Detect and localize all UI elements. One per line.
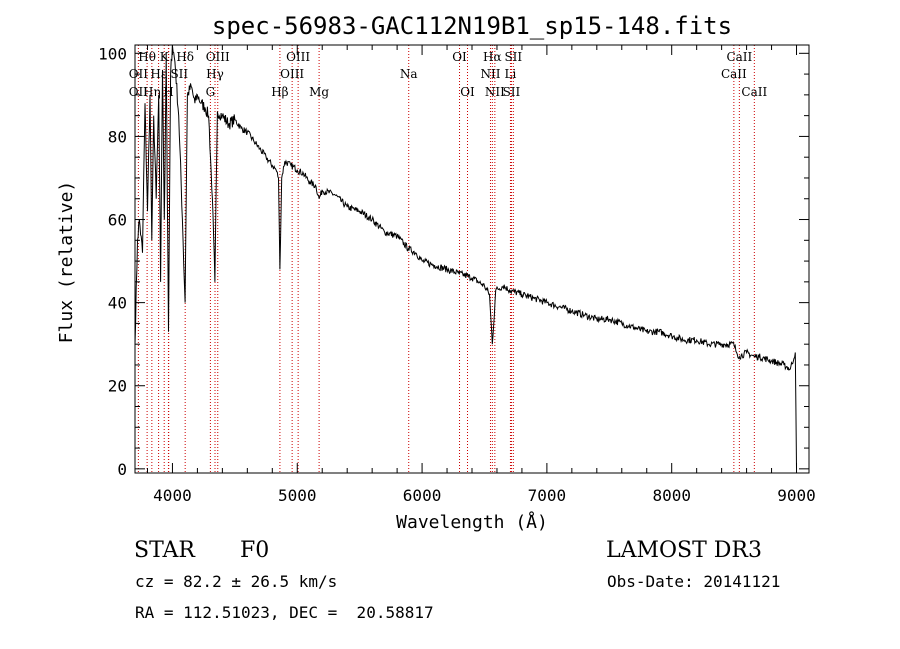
spectrum-chart: spec-56983-GAC112N19B1_sp15-148.fits Hθ O…	[56, 12, 816, 533]
line-markers	[137, 45, 755, 473]
line-label: OI	[452, 50, 467, 64]
line-label: Li	[505, 67, 517, 81]
line-label: CaII	[726, 50, 752, 64]
line-label: SII	[504, 50, 522, 64]
line-label: SII	[170, 67, 188, 81]
line-label: OII	[129, 85, 149, 99]
y-tick-label: 100	[98, 44, 127, 63]
line-label: Hη	[143, 85, 161, 99]
line-label: Hγ	[206, 67, 224, 81]
line-label: Hβ	[271, 85, 288, 99]
y-tick-label: 20	[108, 377, 127, 396]
spectrum-line	[134, 44, 797, 469]
y-tick-label: 60	[108, 211, 127, 230]
line-label: Hα	[483, 50, 502, 64]
plot-frame	[134, 44, 810, 474]
x-tick-label: 8000	[652, 486, 691, 505]
x-tick-label: 6000	[403, 486, 442, 505]
y-tick-label: 0	[117, 460, 127, 479]
x-tick-label: 4000	[153, 486, 192, 505]
x-tick-label: 7000	[528, 486, 567, 505]
subclass: F0	[240, 538, 270, 563]
line-label: Hδ	[176, 50, 194, 64]
survey-name: LAMOST DR3	[606, 538, 762, 563]
x-axis-ticks: 4000 5000 6000 7000 8000 9000	[146, 45, 816, 505]
line-label: OIII	[280, 67, 304, 81]
y-tick-label: 40	[108, 294, 127, 313]
line-label: NII	[485, 85, 505, 99]
line-label: OIII	[286, 50, 310, 64]
line-label: Mg	[309, 85, 329, 99]
coordinates: RA = 112.51023, DEC = 20.58817	[135, 603, 434, 622]
line-label: CaII	[741, 85, 767, 99]
x-tick-label: 9000	[777, 486, 816, 505]
x-tick-label: 5000	[278, 486, 317, 505]
chart-title: spec-56983-GAC112N19B1_sp15-148.fits	[212, 12, 732, 40]
redshift: cz = 82.2 ± 26.5 km/s	[135, 572, 338, 591]
line-label: G	[206, 85, 216, 99]
line-label: Hθ	[138, 50, 156, 64]
line-label: OI	[460, 85, 475, 99]
y-axis-ticks: 0 20 40 60 80 100	[98, 44, 809, 479]
line-label: H	[163, 85, 173, 99]
object-type: STAR	[134, 538, 195, 563]
line-label: OIII	[206, 50, 230, 64]
line-label: NII	[480, 67, 500, 81]
y-tick-label: 80	[108, 127, 127, 146]
x-axis-label: Wavelength (Å)	[396, 511, 548, 533]
y-axis-label: Flux (relative)	[56, 181, 77, 344]
line-label: K	[160, 50, 170, 64]
obs-date: Obs-Date: 20141121	[607, 572, 781, 591]
line-label: CaII	[721, 67, 747, 81]
line-label: Hε	[150, 67, 167, 81]
line-label: SII	[503, 85, 521, 99]
line-label: Na	[400, 67, 418, 81]
